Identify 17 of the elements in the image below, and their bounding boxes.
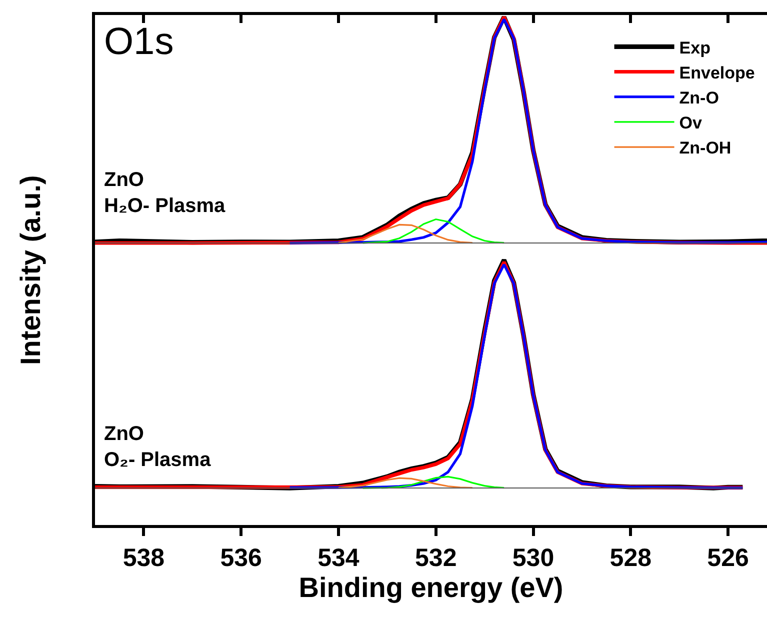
x-tick-label: 526 (707, 544, 749, 572)
x-tick-label: 528 (610, 544, 652, 572)
legend-label: Zn-OH (679, 138, 732, 158)
legend-label: Zn-O (679, 88, 719, 108)
x-tick-label: 538 (122, 544, 165, 572)
x-tick-label: 536 (220, 544, 262, 572)
x-tick-label: 532 (415, 544, 457, 572)
annotation: ZnO O₂- Plasma (104, 423, 212, 471)
x-axis-title: Binding energy (eV) (298, 572, 564, 603)
annotation: O1s (104, 21, 174, 63)
y-axis-title: Intensity (a.u.) (15, 175, 46, 365)
annotation: ZnO H₂O- Plasma (104, 169, 226, 217)
legend-label: Envelope (679, 63, 755, 82)
x-tick-label: 534 (318, 544, 360, 572)
legend-label: Exp (679, 38, 710, 58)
x-tick-label: 530 (512, 544, 554, 572)
legend-label: Ov (679, 114, 703, 133)
